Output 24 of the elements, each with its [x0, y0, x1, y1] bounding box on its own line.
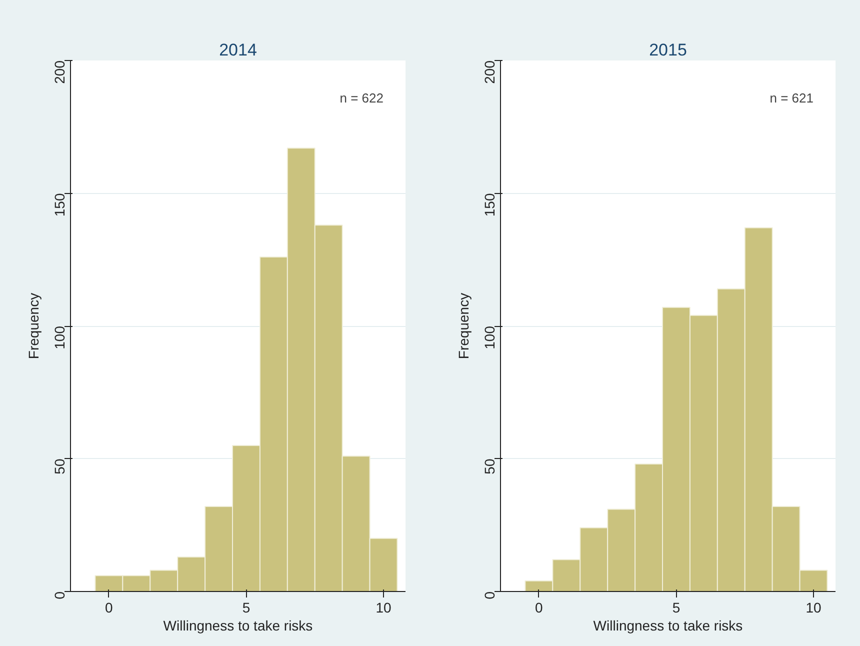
x-tick-label: 10 — [806, 600, 822, 616]
y-tick-label: 100 — [482, 326, 498, 350]
x-tick-label: 5 — [242, 600, 250, 616]
y-axis-title: Frequency — [456, 292, 472, 360]
x-tick-label: 0 — [535, 600, 544, 616]
x-tick-label: 10 — [376, 600, 392, 616]
x-axis-title: Willingness to take risks — [593, 618, 743, 634]
y-tick-label: 100 — [52, 326, 68, 350]
y-axis-title: Frequency — [26, 292, 42, 360]
y-tick-label: 50 — [482, 458, 498, 474]
y-tick-label: 200 — [482, 60, 498, 84]
y-tick-label: 150 — [482, 193, 498, 217]
chart-title: 2014 — [219, 40, 257, 60]
annotation: n = 621 — [770, 90, 814, 106]
x-tick-label: 0 — [105, 600, 114, 616]
x-tick-label: 5 — [672, 600, 680, 616]
y-tick-label: 50 — [52, 458, 68, 474]
annotation: n = 622 — [340, 90, 384, 106]
y-tick-label: 0 — [52, 591, 68, 600]
x-axis-title: Willingness to take risks — [163, 618, 313, 634]
y-tick-label: 200 — [52, 60, 68, 84]
y-tick-label: 150 — [52, 193, 68, 217]
y-tick-label: 0 — [482, 591, 498, 600]
chart-title: 2015 — [649, 40, 687, 60]
